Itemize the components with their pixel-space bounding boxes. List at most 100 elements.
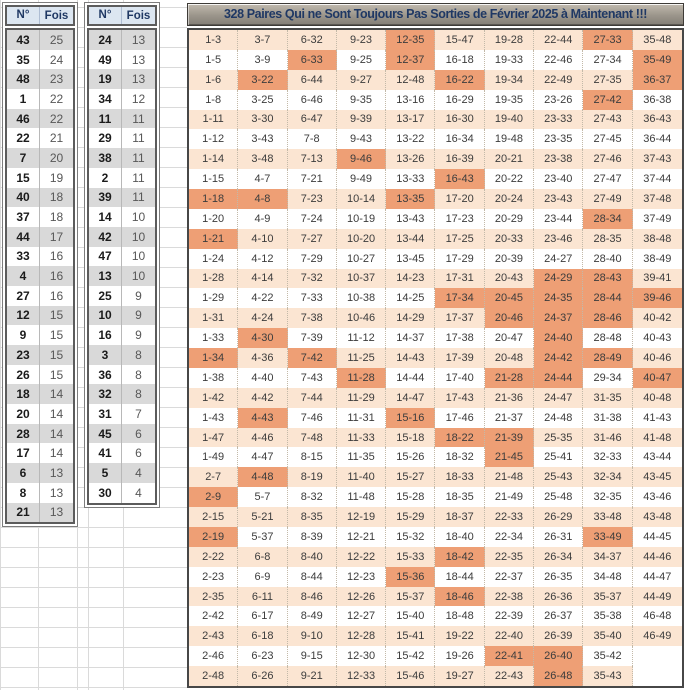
- pair-cell[interactable]: 39-41: [632, 268, 682, 289]
- fois-cell[interactable]: 16: [49, 269, 64, 284]
- pair-cell[interactable]: 3-30: [238, 109, 288, 130]
- fois-cell[interactable]: 9: [135, 328, 142, 343]
- pair-cell[interactable]: 2-42: [189, 606, 239, 627]
- pair-cell[interactable]: 21-28: [484, 367, 535, 388]
- pair-cell[interactable]: 32-34: [583, 467, 633, 488]
- number-cell[interactable]: 6: [7, 463, 40, 483]
- pair-cell[interactable]: 14-29: [386, 308, 436, 329]
- pair-cell[interactable]: 8-15: [288, 447, 337, 468]
- pair-cell[interactable]: 28-48: [583, 328, 633, 349]
- number-cell[interactable]: 34: [89, 89, 122, 109]
- pair-cell[interactable]: 26-31: [534, 526, 584, 547]
- pair-cell[interactable]: 6-32: [287, 30, 337, 50]
- pair-cell[interactable]: 26-29: [534, 507, 584, 527]
- pair-cell[interactable]: 7-24: [288, 208, 337, 229]
- pair-cell[interactable]: 11-35: [337, 447, 387, 468]
- pair-cell[interactable]: 3-48: [238, 149, 288, 170]
- fois-cell[interactable]: 21: [49, 131, 64, 146]
- pair-cell[interactable]: 4-40: [238, 367, 288, 388]
- pair-cell[interactable]: 3-9: [238, 49, 288, 70]
- fois-cell[interactable]: 13: [49, 505, 64, 520]
- pair-cell[interactable]: 19-33: [485, 49, 535, 70]
- pair-cell[interactable]: 12-28: [336, 626, 387, 647]
- pair-cell[interactable]: 15-40: [386, 606, 436, 627]
- pair-cell[interactable]: 9-35: [337, 89, 387, 110]
- pair-cell[interactable]: 23-40: [534, 169, 584, 190]
- pair-cell[interactable]: 26-36: [534, 586, 584, 607]
- pair-cell[interactable]: 22-46: [534, 49, 584, 70]
- pair-cell[interactable]: 36-43: [632, 109, 682, 130]
- pair-cell[interactable]: 22-34: [485, 526, 535, 547]
- number-cell[interactable]: 31: [89, 404, 122, 424]
- fois-cell[interactable]: 9: [135, 288, 142, 303]
- number-cell[interactable]: 5: [89, 463, 122, 483]
- pair-cell[interactable]: 9-49: [337, 169, 387, 190]
- pair-cell[interactable]: 16-43: [435, 169, 485, 190]
- pair-cell[interactable]: 20-29: [485, 208, 535, 229]
- fois-cell[interactable]: 15: [49, 367, 64, 382]
- pair-cell[interactable]: 9-39: [336, 109, 387, 130]
- pair-cell[interactable]: 1-34: [189, 348, 239, 368]
- pair-cell[interactable]: 17-37: [435, 308, 485, 329]
- fois-cell[interactable]: 4: [135, 485, 142, 500]
- pair-cell[interactable]: 3-43: [238, 129, 288, 150]
- pair-cell[interactable]: 2-35: [189, 586, 239, 607]
- pair-cell[interactable]: 1-38: [189, 367, 239, 388]
- pair-cell[interactable]: 35-38: [583, 606, 633, 627]
- number-cell[interactable]: 22: [7, 128, 40, 149]
- pair-cell[interactable]: 28-44: [583, 288, 633, 309]
- pair-cell[interactable]: 37-48: [632, 189, 682, 209]
- pair-cell[interactable]: 15-18: [386, 427, 436, 448]
- pair-cell[interactable]: 7-48: [287, 427, 337, 448]
- pair-cell[interactable]: 13-43: [386, 208, 436, 229]
- fois-cell[interactable]: 4: [135, 465, 142, 480]
- pair-cell[interactable]: 27-47: [583, 169, 633, 190]
- number-cell[interactable]: 26: [7, 364, 40, 385]
- number-cell[interactable]: 39: [89, 187, 122, 208]
- pair-cell[interactable]: 8-49: [288, 606, 337, 627]
- pair-cell[interactable]: 18-40: [435, 526, 485, 547]
- pair-cell[interactable]: 40-48: [632, 387, 682, 408]
- pair-cell[interactable]: 16-18: [435, 49, 485, 70]
- pair-cell[interactable]: 32-33: [583, 447, 633, 468]
- pair-cell[interactable]: 20-46: [484, 308, 535, 329]
- number-cell[interactable]: 18: [7, 384, 40, 405]
- pair-cell[interactable]: 24-47: [534, 387, 584, 408]
- pair-cell[interactable]: 11-28: [336, 367, 387, 388]
- pair-cell[interactable]: 20-45: [484, 288, 535, 309]
- pair-cell[interactable]: 20-47: [485, 328, 535, 349]
- pair-cell[interactable]: 27-35: [583, 69, 633, 90]
- pair-cell[interactable]: 26-35: [534, 566, 584, 587]
- pair-cell[interactable]: 24-44: [534, 367, 584, 388]
- pair-cell[interactable]: 20-24: [484, 189, 535, 209]
- pair-cell[interactable]: 6-47: [287, 109, 337, 130]
- pair-cell[interactable]: 16-39: [435, 149, 485, 170]
- pair-cell[interactable]: 4-7: [238, 169, 288, 190]
- pair-cell[interactable]: 39-46: [632, 288, 682, 309]
- pair-cell[interactable]: 18-42: [435, 546, 485, 567]
- pair-cell[interactable]: 13-33: [386, 169, 436, 190]
- pair-cell[interactable]: 12-19: [336, 507, 387, 527]
- pair-cell[interactable]: 15-32: [386, 526, 436, 547]
- pair-cell[interactable]: 10-14: [336, 189, 387, 209]
- fois-cell[interactable]: 18: [49, 190, 64, 205]
- pair-cell[interactable]: 24-35: [534, 288, 584, 309]
- pair-cell[interactable]: 12-37: [386, 49, 436, 70]
- pair-cell[interactable]: 12-35: [386, 30, 436, 50]
- pair-cell[interactable]: 8-40: [287, 546, 337, 567]
- pair-cell[interactable]: 6-8: [238, 546, 288, 567]
- pair-cell[interactable]: 18-44: [435, 566, 485, 587]
- pair-cell[interactable]: 22-49: [534, 69, 584, 90]
- pair-cell[interactable]: 21-45: [484, 447, 535, 468]
- pair-cell[interactable]: 10-37: [336, 268, 387, 289]
- pair-cell[interactable]: 37-49: [643, 212, 672, 225]
- fois-cell[interactable]: 15: [49, 308, 64, 323]
- pair-cell[interactable]: 29-34: [583, 367, 633, 388]
- fois-cell[interactable]: 13: [49, 485, 64, 500]
- pair-cell[interactable]: 36-44: [643, 133, 672, 146]
- number-cell[interactable]: 42: [89, 226, 122, 247]
- pair-cell[interactable]: 4-10: [238, 228, 288, 249]
- number-cell[interactable]: 8: [7, 482, 40, 503]
- pair-cell[interactable]: 35-43: [583, 666, 633, 686]
- pair-cell[interactable]: 12-33: [336, 666, 387, 686]
